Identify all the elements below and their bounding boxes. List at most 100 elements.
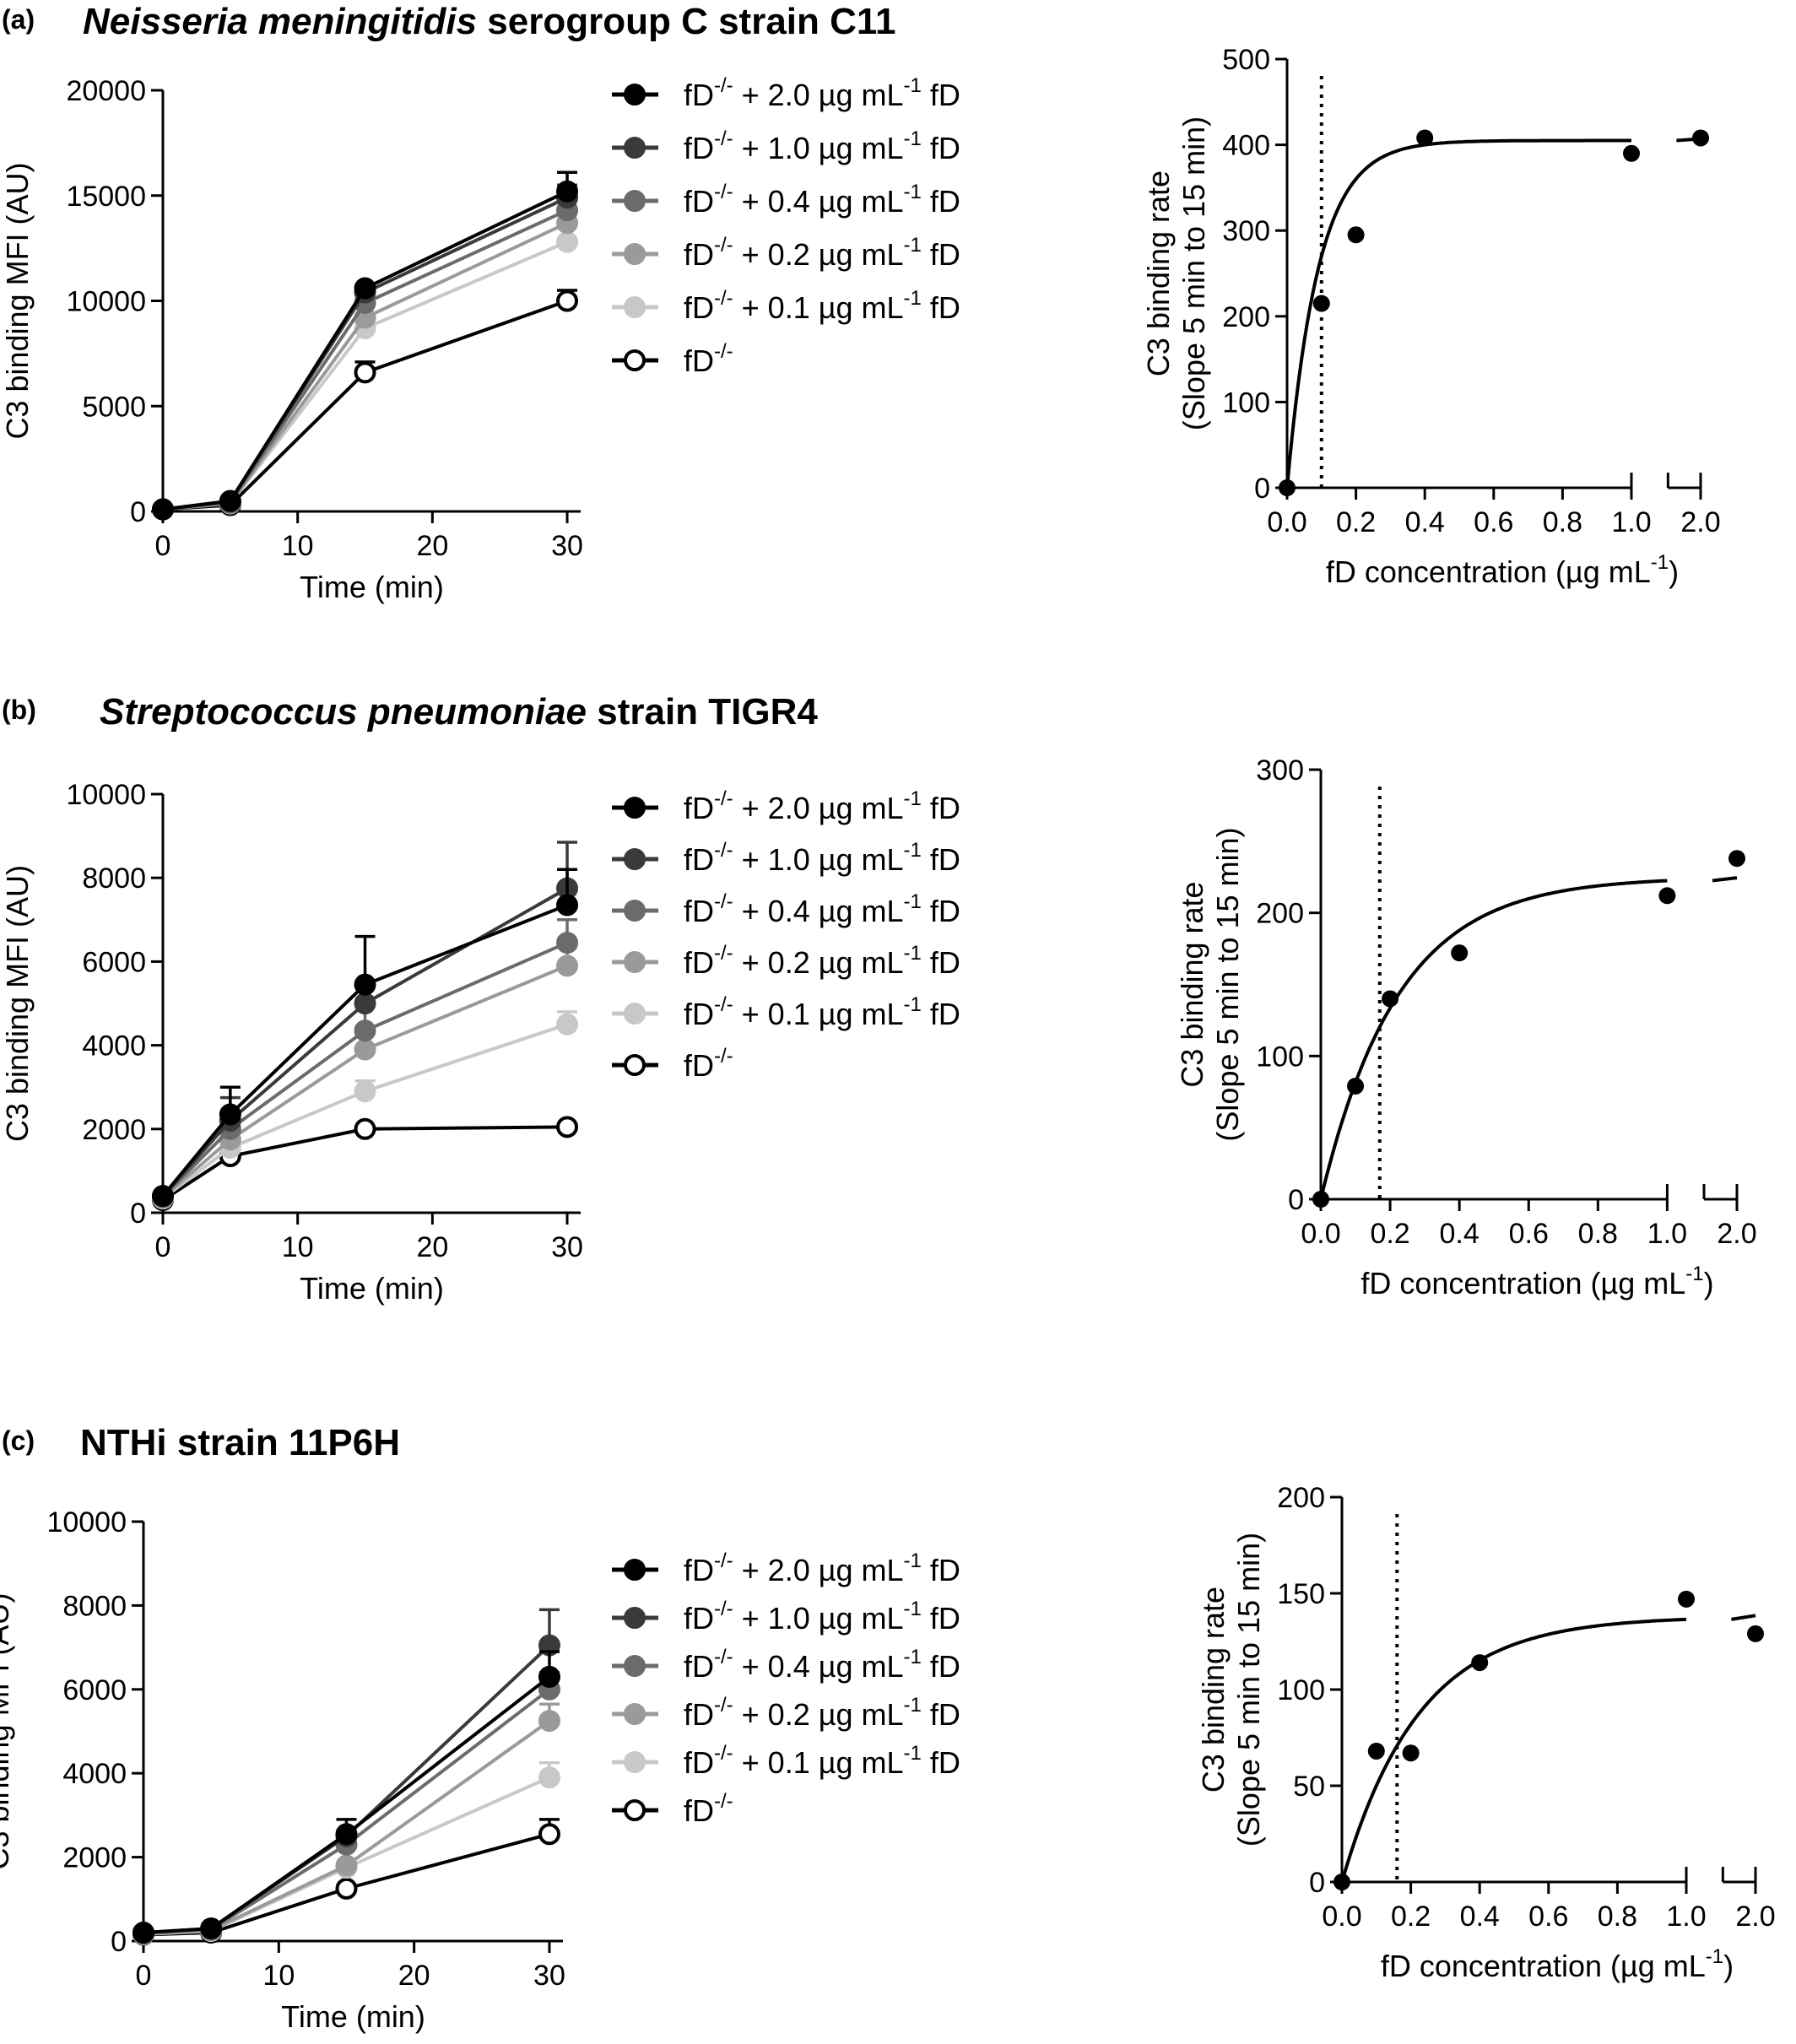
- panel-a: (a) Neisseria meningitidis serogroup C st…: [0, 1, 1721, 604]
- legend-item: fD-/- + 2.0 µg mL-1 fD: [612, 787, 960, 825]
- data-point: [556, 894, 579, 917]
- legend-conc: + 1.0 µg mL: [733, 1601, 904, 1636]
- series-line: [162, 189, 568, 511]
- data-point: [1471, 1654, 1489, 1672]
- y-axis-title-line2: (Slope 5 min to 15 min): [1177, 116, 1211, 430]
- data-point: [556, 230, 579, 253]
- legend-unit-sup: -1: [904, 74, 922, 97]
- legend-label: fD-/- + 2.0 µg mL-1 fD: [684, 1549, 960, 1587]
- legend-item: fD-/-: [612, 340, 733, 378]
- x-tick-label: 0.4: [1460, 1901, 1500, 1933]
- data-point: [200, 1917, 223, 1940]
- legend-marker: [624, 296, 646, 318]
- series-2: [133, 1671, 560, 1945]
- legend-marker: [624, 1003, 646, 1025]
- legend-conc: + 0.4 µg mL: [733, 894, 904, 928]
- legend-base: fD: [684, 184, 714, 219]
- y-tick-label: 400: [1222, 130, 1270, 162]
- panel-title-italic: Neisseria meningitidis: [83, 1, 477, 42]
- x-tick-label: 30: [551, 530, 583, 562]
- legend-sup: -/-: [714, 234, 733, 257]
- legend-label: fD-/-: [684, 1045, 733, 1083]
- y-tick-label: 2000: [62, 1842, 127, 1874]
- legend-sup: -/-: [714, 1694, 733, 1717]
- data-point: [1451, 944, 1469, 962]
- legend-label: fD-/- + 1.0 µg mL-1 fD: [684, 1598, 960, 1636]
- legend-item: fD-/- + 0.1 µg mL-1 fD: [612, 287, 960, 325]
- legend-base: fD: [684, 343, 714, 378]
- legend-marker: [624, 1655, 646, 1677]
- line-chart-axes: 0 2000 4000 6000 8000 10000 0 10 20 30 Time (min) C…: [0, 779, 583, 1306]
- x-tick-label: 0.6: [1528, 1901, 1568, 1933]
- legend-marker: [624, 1799, 646, 1821]
- x-tick-label: 10: [282, 530, 314, 562]
- fit-curve: [1340, 1617, 1687, 1883]
- legend-item: fD-/- + 2.0 µg mL-1 fD: [612, 1549, 960, 1587]
- legend-marker: [624, 951, 646, 973]
- legend-item: fD-/- + 1.0 µg mL-1 fD: [612, 127, 960, 165]
- legend-sup: -/-: [714, 74, 733, 97]
- legend-item: fD-/- + 0.1 µg mL-1 fD: [612, 1742, 960, 1780]
- legend-sup: -/-: [714, 181, 733, 203]
- panel-b: (b) Streptococcus pneumoniae strain TIGR4…: [0, 691, 1757, 1306]
- data-point: [1402, 1744, 1420, 1762]
- x-tick-label: 10: [282, 1231, 314, 1263]
- legend-marker: [624, 84, 646, 105]
- data-point: [1658, 887, 1676, 905]
- legend-sup: -/-: [714, 787, 733, 810]
- panel-title: Streptococcus pneumoniae strain TIGR4: [100, 691, 818, 733]
- series-2: [152, 196, 579, 521]
- y-tick-label: 100: [1277, 1674, 1325, 1706]
- x-tick-label: 0.8: [1578, 1218, 1618, 1250]
- data-point: [354, 973, 376, 996]
- fit-curve-segment: [1731, 1614, 1756, 1621]
- legend-conc: + 1.0 µg mL: [733, 842, 904, 877]
- legend-unit-sup: -1: [904, 1646, 922, 1668]
- series-0: [133, 1650, 560, 1944]
- x-axis-title-end: ): [1723, 1949, 1734, 1983]
- legend-base: fD: [684, 78, 714, 112]
- legend-unit-sup: -1: [904, 234, 922, 257]
- legend-suffix: fD: [922, 1553, 960, 1587]
- legend-conc: + 2.0 µg mL: [733, 78, 904, 112]
- y-axis-title: C3 binding MFI (AU): [0, 1592, 15, 1869]
- data-point: [538, 1710, 560, 1733]
- time-course-chart: 0 2000 4000 6000 8000 10000 0 10 20 30 Time (min) C…: [0, 1506, 565, 2034]
- x-axis-title: Time (min): [300, 570, 444, 604]
- data-point: [354, 1019, 376, 1042]
- x-axis-title-main: fD concentration (µg mL: [1361, 1266, 1685, 1300]
- legend-conc: + 0.1 µg mL: [733, 1745, 904, 1780]
- series-0: [152, 868, 579, 1208]
- x-tick-label: 20: [398, 1960, 430, 1992]
- legend-unit-sup: -1: [904, 839, 922, 862]
- series-line: [161, 903, 568, 1198]
- legend-sup: -/-: [714, 340, 733, 363]
- x-axis-title: Time (min): [300, 1271, 444, 1306]
- legend-label: fD-/- + 0.4 µg mL-1 fD: [684, 1646, 960, 1684]
- legend-label: fD-/- + 0.2 µg mL-1 fD: [684, 1694, 960, 1732]
- legend-marker: [624, 243, 646, 265]
- legend-item: fD-/- + 0.2 µg mL-1 fD: [612, 234, 960, 272]
- legend-conc: + 0.4 µg mL: [733, 184, 904, 219]
- panel-title: Neisseria meningitidis serogroup C strai…: [83, 1, 895, 42]
- y-axis-title-line2: (Slope 5 min to 15 min): [1210, 827, 1245, 1141]
- legend-unit-sup: -1: [904, 890, 922, 913]
- panel-c: (c) NTHi strain 11P6H02000400060008000100…: [0, 1422, 1776, 2034]
- legend-marker: [624, 1703, 646, 1725]
- x-axis-title: fD concentration (µg mL-1): [1361, 1263, 1713, 1300]
- fit-curve: [1319, 879, 1668, 1200]
- x-tick-label: 1.0: [1611, 506, 1651, 538]
- x-axis-title: Time (min): [281, 1999, 425, 2034]
- legend-label: fD-/- + 0.1 µg mL-1 fD: [684, 1742, 960, 1780]
- fit-curve-segment: [1712, 876, 1738, 883]
- x-tick-label: 30: [551, 1231, 583, 1263]
- y-tick-label: 0: [130, 1198, 146, 1230]
- x-axis-title-end: ): [1704, 1266, 1714, 1300]
- y-tick-label: 0: [130, 496, 146, 528]
- data-point: [152, 1185, 174, 1208]
